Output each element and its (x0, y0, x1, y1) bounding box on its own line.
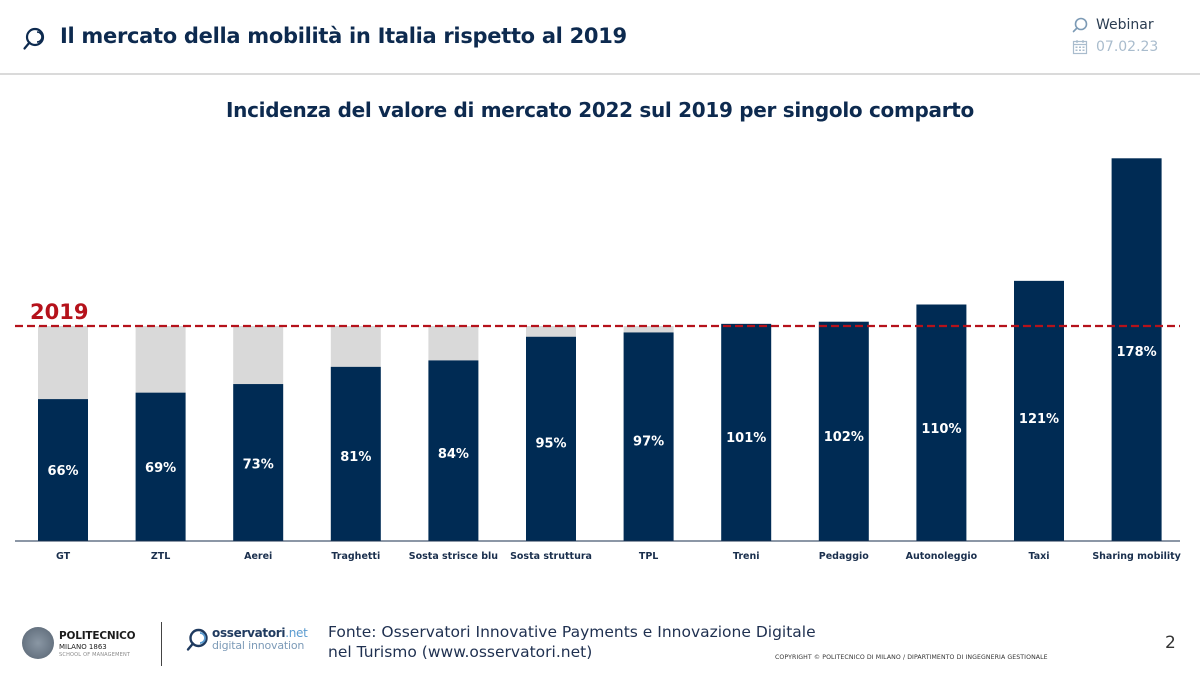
data-label: 121% (1019, 412, 1059, 427)
bar-sosta-struttura (526, 336, 576, 541)
copyright-notice: COPYRIGHT © POLITECNICO DI MILANO / DIPA… (775, 654, 1048, 661)
gap-to-2019-bar (623, 326, 674, 333)
data-label: 66% (47, 464, 78, 479)
x-tick-label: GT (56, 551, 71, 562)
bar-treni (721, 323, 772, 541)
data-label: 102% (824, 430, 864, 445)
event-date: 07.02.23 (1096, 39, 1159, 55)
source-line-1: Fonte: Osservatori Innovative Payments e… (328, 623, 816, 641)
bar-gt (38, 399, 88, 541)
x-tick-label: Autonoleggio (906, 551, 978, 562)
osservatori-tagline: digital innovation (212, 639, 305, 652)
magnifier-icon (23, 27, 45, 50)
source-note: Fonte: Osservatori Innovative Payments e… (328, 622, 816, 662)
politecnico-subtitle: MILANO 1863 (59, 643, 107, 651)
magnifier-icon (1072, 17, 1088, 33)
header-divider (0, 73, 1200, 75)
bar-chart: 2019 66% 69% 73% 81% 84% 95% 97% 101% 102% 110% 12… (15, 158, 1182, 562)
data-label: 110% (921, 422, 961, 437)
data-label: 84% (438, 447, 469, 462)
page-title: Il mercato della mobilità in Italia risp… (60, 24, 627, 48)
slide-footer: POLITECNICO MILANO 1863 SCHOOL OF MANAGE… (0, 600, 1200, 675)
politecnico-school: SCHOOL OF MANAGEMENT (59, 652, 131, 658)
osservatori-logo-text: osservatori.net (212, 626, 308, 640)
bar-traghetti (330, 366, 381, 541)
x-tick-label: Pedaggio (819, 551, 869, 562)
bar-taxi (1014, 280, 1064, 541)
data-label: 73% (243, 457, 274, 472)
data-label: 69% (145, 461, 176, 476)
data-label: 81% (340, 450, 371, 465)
x-tick-label: Sosta struttura (510, 551, 592, 562)
politecnico-seal-logo (22, 627, 54, 659)
data-label: 97% (633, 435, 664, 450)
bar-sosta-strisce-blu (428, 360, 479, 541)
gap-to-2019-bar (233, 326, 284, 385)
bar-ztl (135, 392, 186, 541)
bar-sharing-mobility (1111, 158, 1162, 542)
gap-to-2019-bar (428, 326, 479, 361)
footer-divider (161, 622, 162, 666)
x-tick-label: Sharing mobility (1092, 551, 1181, 562)
reference-line-label: 2019 (30, 300, 88, 324)
slide-header: Il mercato della mobilità in Italia risp… (0, 0, 1200, 75)
x-tick-label: ZTL (151, 551, 170, 562)
bar-tpl (623, 332, 674, 541)
x-tick-label: TPL (639, 551, 659, 562)
data-label: 178% (1117, 345, 1157, 360)
x-tick-label: Treni (733, 551, 760, 562)
event-meta: Webinar 07.02.23 (1072, 14, 1192, 58)
gap-to-2019-bar (330, 326, 381, 367)
x-tick-label: Aerei (244, 551, 272, 562)
osservatori-tld: .net (285, 626, 308, 640)
osservatori-name: osservatori (212, 626, 286, 640)
data-label: 95% (535, 436, 566, 451)
bar-autonoleggio (916, 304, 967, 541)
bar-pedaggio (818, 321, 869, 541)
gap-to-2019-bar (526, 326, 576, 337)
x-tick-label: Sosta strisce blu (409, 551, 498, 562)
osservatori-logo-icon (186, 628, 208, 651)
gap-to-2019-bar (135, 326, 186, 393)
source-line-2: nel Turismo (www.osservatori.net) (328, 643, 593, 661)
politecnico-name: POLITECNICO (59, 630, 136, 642)
gap-to-2019-bar (38, 326, 88, 400)
event-type: Webinar (1096, 17, 1154, 33)
data-label: 101% (726, 431, 766, 446)
calendar-icon (1072, 40, 1088, 55)
chart-title: Incidenza del valore di mercato 2022 sul… (226, 98, 974, 122)
x-tick-label: Taxi (1028, 551, 1049, 562)
x-tick-label: Traghetti (331, 551, 380, 562)
page-number: 2 (1165, 633, 1176, 653)
bar-aerei (233, 384, 284, 541)
